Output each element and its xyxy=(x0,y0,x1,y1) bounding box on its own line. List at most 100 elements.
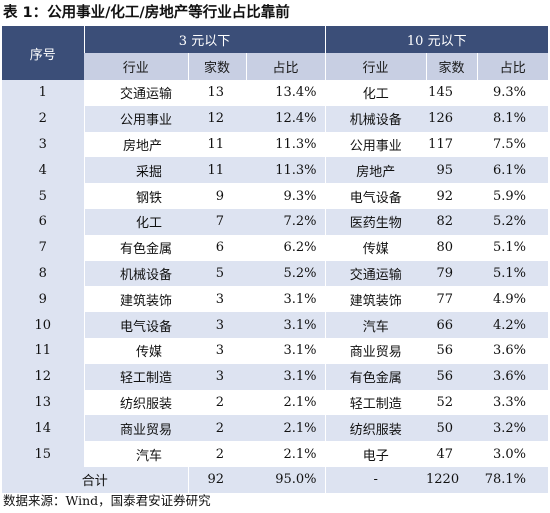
total-label: 合计 xyxy=(2,466,189,493)
table-row: 9 建筑装饰 3 3.1% 建筑装饰 77 4.9% xyxy=(2,286,548,313)
table-row: 1 交通运输 13 13.4% 化工 145 9.3% xyxy=(2,80,548,106)
row-index: 3 xyxy=(2,131,85,158)
total-right-industry: - xyxy=(324,466,426,493)
row-index: 12 xyxy=(2,363,85,390)
table-row: 13 纺织服装 2 2.1% 轻工制造 52 3.3% xyxy=(2,389,548,416)
left-industry: 电气设备 xyxy=(84,312,188,338)
right-industry: 建筑装饰 xyxy=(324,286,426,313)
right-count: 92 xyxy=(426,183,477,209)
header-index: 序号 xyxy=(2,26,84,80)
header-group-10yuan: 10 元以下 xyxy=(324,26,548,53)
left-industry: 交通运输 xyxy=(84,80,188,106)
right-industry: 纺织服装 xyxy=(324,415,426,442)
left-count: 9 xyxy=(188,183,246,209)
right-count: 52 xyxy=(426,389,477,416)
left-industry: 机械设备 xyxy=(84,260,188,287)
table-row: 14 商业贸易 2 2.1% 纺织服装 50 3.2% xyxy=(2,415,548,442)
table-body: 1 交通运输 13 13.4% 化工 145 9.3% 2 公用事业 12 12.4% 机械设备 12… xyxy=(2,80,548,493)
header-industry-left: 行业 xyxy=(84,53,188,80)
table-row: 15 汽车 2 2.1% 电子 47 3.0% xyxy=(2,441,548,467)
header-count-right: 家数 xyxy=(425,53,477,80)
left-industry: 采掘 xyxy=(84,157,188,184)
left-ratio: 9.3% xyxy=(246,183,325,209)
right-industry: 交通运输 xyxy=(324,260,426,287)
right-count: 117 xyxy=(426,131,477,158)
total-left-count: 92 xyxy=(188,466,246,493)
row-index: 4 xyxy=(2,157,85,184)
left-count: 11 xyxy=(188,131,246,158)
right-ratio: 3.3% xyxy=(477,389,548,416)
header-row-columns: 行业 家数 占比 行业 家数 占比 xyxy=(2,53,548,80)
table-row: 7 有色金属 6 6.2% 传媒 80 5.1% xyxy=(2,234,548,261)
left-ratio: 11.3% xyxy=(246,131,325,158)
row-index: 8 xyxy=(2,260,85,287)
left-ratio: 2.1% xyxy=(246,415,325,442)
right-ratio: 3.0% xyxy=(477,441,548,467)
left-count: 2 xyxy=(188,441,246,467)
right-count: 82 xyxy=(426,208,477,235)
table-row: 5 钢铁 9 9.3% 电气设备 92 5.9% xyxy=(2,183,548,209)
right-count: 80 xyxy=(426,234,477,261)
right-ratio: 3.6% xyxy=(477,337,548,364)
left-industry: 商业贸易 xyxy=(84,415,188,442)
header-group-3yuan: 3 元以下 xyxy=(83,26,325,53)
right-industry: 商业贸易 xyxy=(324,337,426,364)
right-ratio: 7.5% xyxy=(477,131,548,158)
right-industry: 电气设备 xyxy=(324,183,426,209)
right-ratio: 5.9% xyxy=(477,183,548,209)
right-count: 56 xyxy=(426,363,477,390)
left-ratio: 2.1% xyxy=(246,389,325,416)
left-industry: 建筑装饰 xyxy=(84,286,188,313)
row-index: 10 xyxy=(2,312,85,338)
table-row: 8 机械设备 5 5.2% 交通运输 79 5.1% xyxy=(2,260,548,287)
table-row: 3 房地产 11 11.3% 公用事业 117 7.5% xyxy=(2,131,548,158)
table-row: 6 化工 7 7.2% 医药生物 82 5.2% xyxy=(2,208,548,235)
left-count: 6 xyxy=(188,234,246,261)
right-industry: 电子 xyxy=(324,441,426,467)
left-ratio: 12.4% xyxy=(246,105,325,132)
right-ratio: 9.3% xyxy=(477,80,548,106)
left-industry: 传媒 xyxy=(84,337,188,364)
right-count: 56 xyxy=(426,337,477,364)
header-ratio-right: 占比 xyxy=(476,53,548,80)
right-industry: 有色金属 xyxy=(324,363,426,390)
right-industry: 房地产 xyxy=(324,157,426,184)
left-ratio: 6.2% xyxy=(246,234,325,261)
left-ratio: 3.1% xyxy=(246,312,325,338)
right-industry: 化工 xyxy=(324,80,426,106)
left-ratio: 5.2% xyxy=(246,260,325,287)
table-row: 11 传媒 3 3.1% 商业贸易 56 3.6% xyxy=(2,337,548,364)
right-ratio: 6.1% xyxy=(477,157,548,184)
table-row: 10 电气设备 3 3.1% 汽车 66 4.2% xyxy=(2,312,548,338)
right-count: 47 xyxy=(426,441,477,467)
header-count-left: 家数 xyxy=(187,53,246,80)
right-count: 66 xyxy=(426,312,477,338)
right-industry: 机械设备 xyxy=(324,105,426,132)
left-industry: 化工 xyxy=(84,208,188,235)
left-industry: 纺织服装 xyxy=(84,389,188,416)
left-ratio: 3.1% xyxy=(246,363,325,390)
left-count: 12 xyxy=(188,105,246,132)
left-count: 7 xyxy=(188,208,246,235)
row-index: 6 xyxy=(2,208,85,235)
right-ratio: 4.9% xyxy=(477,286,548,313)
right-ratio: 4.2% xyxy=(477,312,548,338)
left-count: 2 xyxy=(188,415,246,442)
right-count: 126 xyxy=(426,105,477,132)
data-source-note: 数据来源：Wind，国泰君安证券研究 xyxy=(3,493,211,508)
right-industry: 公用事业 xyxy=(324,131,426,158)
header-industry-right: 行业 xyxy=(324,53,426,80)
right-industry: 医药生物 xyxy=(324,208,426,235)
left-ratio: 3.1% xyxy=(246,337,325,364)
left-ratio: 3.1% xyxy=(246,286,325,313)
right-industry: 汽车 xyxy=(324,312,426,338)
left-count: 3 xyxy=(188,286,246,313)
total-right-ratio: 78.1% xyxy=(477,466,548,493)
right-ratio: 8.1% xyxy=(477,105,548,132)
row-index: 2 xyxy=(2,105,85,132)
right-count: 77 xyxy=(426,286,477,313)
left-industry: 轻工制造 xyxy=(84,363,188,390)
table-row: 2 公用事业 12 12.4% 机械设备 126 8.1% xyxy=(2,105,548,132)
left-ratio: 13.4% xyxy=(246,80,325,106)
left-ratio: 2.1% xyxy=(246,441,325,467)
